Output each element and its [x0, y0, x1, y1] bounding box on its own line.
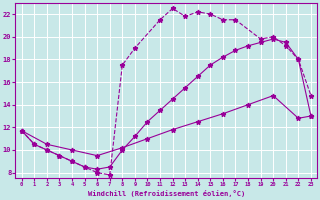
X-axis label: Windchill (Refroidissement éolien,°C): Windchill (Refroidissement éolien,°C) — [88, 190, 245, 197]
